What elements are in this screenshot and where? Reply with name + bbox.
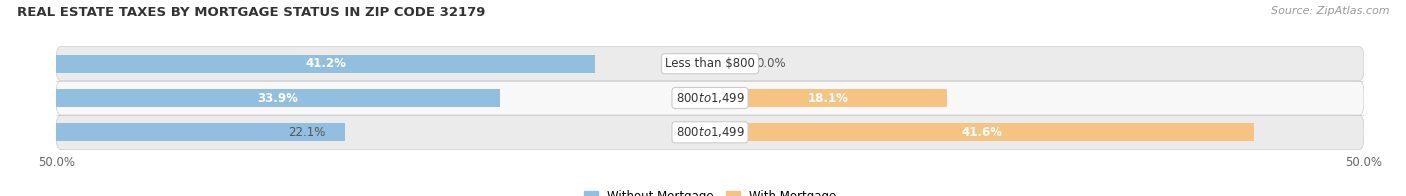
- Text: 18.1%: 18.1%: [808, 92, 849, 104]
- Text: 0.0%: 0.0%: [756, 57, 786, 70]
- Bar: [56, 123, 346, 141]
- Text: REAL ESTATE TAXES BY MORTGAGE STATUS IN ZIP CODE 32179: REAL ESTATE TAXES BY MORTGAGE STATUS IN …: [17, 6, 485, 19]
- Text: 22.1%: 22.1%: [288, 126, 326, 139]
- FancyBboxPatch shape: [56, 115, 1364, 150]
- Bar: [56, 89, 499, 107]
- Legend: Without Mortgage, With Mortgage: Without Mortgage, With Mortgage: [579, 185, 841, 196]
- Bar: [710, 89, 946, 107]
- Bar: [56, 55, 595, 73]
- Text: $800 to $1,499: $800 to $1,499: [675, 125, 745, 139]
- Text: $800 to $1,499: $800 to $1,499: [675, 91, 745, 105]
- FancyBboxPatch shape: [56, 81, 1364, 115]
- Text: Less than $800: Less than $800: [665, 57, 755, 70]
- Text: 33.9%: 33.9%: [257, 92, 298, 104]
- Text: 41.6%: 41.6%: [962, 126, 1002, 139]
- Bar: [710, 123, 1254, 141]
- FancyBboxPatch shape: [56, 47, 1364, 81]
- Text: Source: ZipAtlas.com: Source: ZipAtlas.com: [1271, 6, 1389, 16]
- Text: 41.2%: 41.2%: [305, 57, 346, 70]
